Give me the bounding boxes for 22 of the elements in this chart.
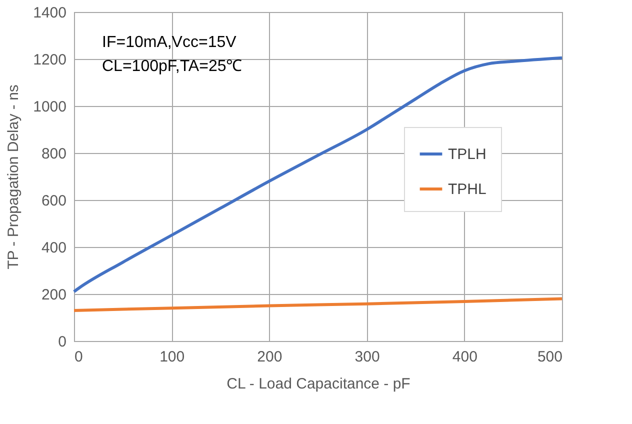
x-axis-title: CL - Load Capacitance - pF: [226, 376, 410, 392]
legend-label: TPLH: [448, 146, 486, 163]
annotation: CL=100pF,TA=25℃: [102, 58, 242, 75]
x-tick-label: 400: [452, 348, 478, 366]
y-tick-label: 1400: [33, 4, 66, 22]
x-tick-label: 200: [257, 348, 282, 366]
y-tick-label: 0: [58, 334, 66, 350]
x-tick-label: 300: [354, 348, 380, 366]
y-tick-label: 200: [41, 286, 66, 304]
x-tick-label: 0: [74, 348, 83, 366]
line-series: [72, 56, 564, 294]
y-tick-label: 400: [41, 240, 66, 256]
y-tick-label: 600: [41, 192, 66, 210]
annotation: IF=10mA,Vcc=15V: [102, 34, 237, 51]
y-tick-label: 1200: [33, 52, 66, 68]
y-tick-label: 800: [41, 146, 66, 162]
x-tick-label: 100: [160, 348, 185, 366]
line-series: [72, 297, 564, 312]
y-tick-label: 1000: [33, 98, 66, 116]
x-tick-label: 500: [537, 348, 562, 366]
y-axis-title: TP - Propagation Delay - ns: [5, 84, 22, 270]
legend-label: TPHL: [448, 181, 486, 198]
